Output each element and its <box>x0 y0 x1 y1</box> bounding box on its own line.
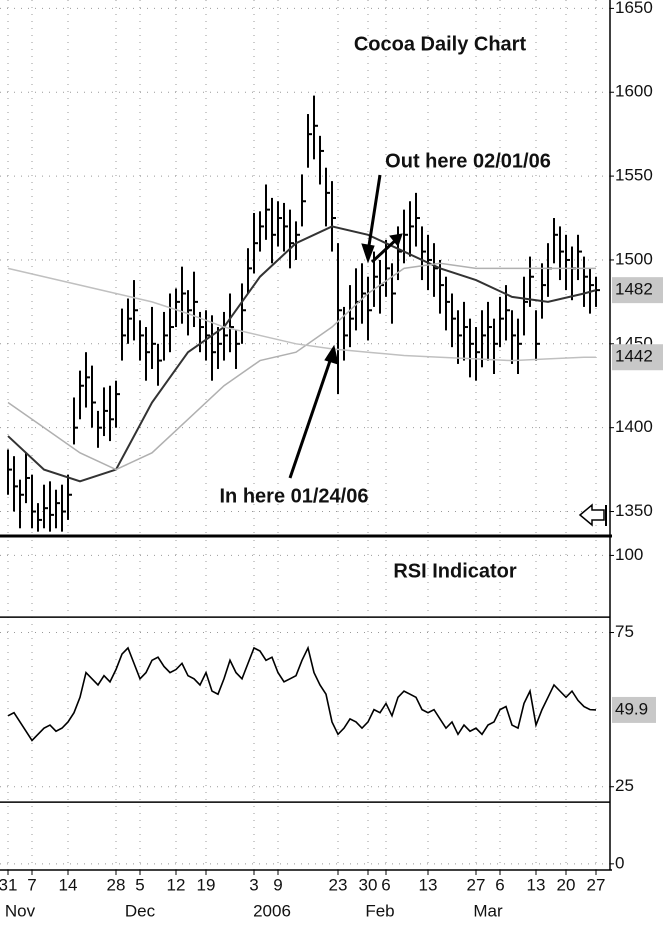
x-tick-label: 28 <box>107 875 126 894</box>
x-tick-label: 6 <box>495 875 504 894</box>
moving-average <box>7 225 597 483</box>
arrows <box>288 174 403 479</box>
last-value-label: 1482 <box>615 280 653 299</box>
y-tick-label: 75 <box>615 622 634 641</box>
annotation: In here 01/24/06 <box>220 485 369 507</box>
rsi-title: RSI Indicator <box>393 560 517 582</box>
last-value-label: 49.9 <box>615 699 648 718</box>
moving-average <box>7 262 596 471</box>
last-value-box <box>612 344 663 371</box>
last-value-box <box>612 277 663 304</box>
y-tick-label: 0 <box>615 853 624 872</box>
y-tick-label: 1400 <box>615 417 653 436</box>
y-tick-label: 1500 <box>615 249 653 268</box>
x-tick-label: 14 <box>59 875 78 894</box>
last-value-box <box>612 696 656 723</box>
rsi-line <box>7 645 597 742</box>
x-tick-label: 23 <box>329 875 348 894</box>
y-tick-label: 1350 <box>615 501 653 520</box>
x-tick-label: 20 <box>557 875 576 894</box>
month-label: Nov <box>5 901 36 920</box>
y-tick-label: 1650 <box>615 0 653 17</box>
x-tick-label: 31 <box>0 875 17 894</box>
x-tick-label: 27 <box>587 875 606 894</box>
x-tick-label: 5 <box>135 875 144 894</box>
x-tick-label: 9 <box>273 875 282 894</box>
month-label: 2006 <box>253 901 291 920</box>
y-tick-label: 1600 <box>615 82 653 101</box>
y-tick-label: 25 <box>615 776 634 795</box>
x-tick-label: 3 <box>249 875 258 894</box>
month-label: Dec <box>125 901 156 920</box>
y-tick-label: 100 <box>615 545 643 564</box>
x-tick-label: 13 <box>419 875 438 894</box>
scroll-arrow-icon <box>578 503 607 527</box>
x-tick-label: 6 <box>381 875 390 894</box>
x-tick-label: 27 <box>467 875 486 894</box>
month-label: Mar <box>473 901 503 920</box>
last-value-label: 1442 <box>615 347 653 366</box>
x-tick-label: 7 <box>27 875 36 894</box>
chart-title: Cocoa Daily Chart <box>354 33 527 55</box>
x-tick-label: 19 <box>197 875 216 894</box>
moving-average <box>7 267 596 362</box>
annotation: Out here 02/01/06 <box>385 150 551 172</box>
x-tick-label: 30 <box>359 875 378 894</box>
x-tick-label: 12 <box>167 875 186 894</box>
y-tick-label: 1550 <box>615 166 653 185</box>
x-tick-label: 13 <box>527 875 546 894</box>
month-label: Feb <box>365 901 394 920</box>
